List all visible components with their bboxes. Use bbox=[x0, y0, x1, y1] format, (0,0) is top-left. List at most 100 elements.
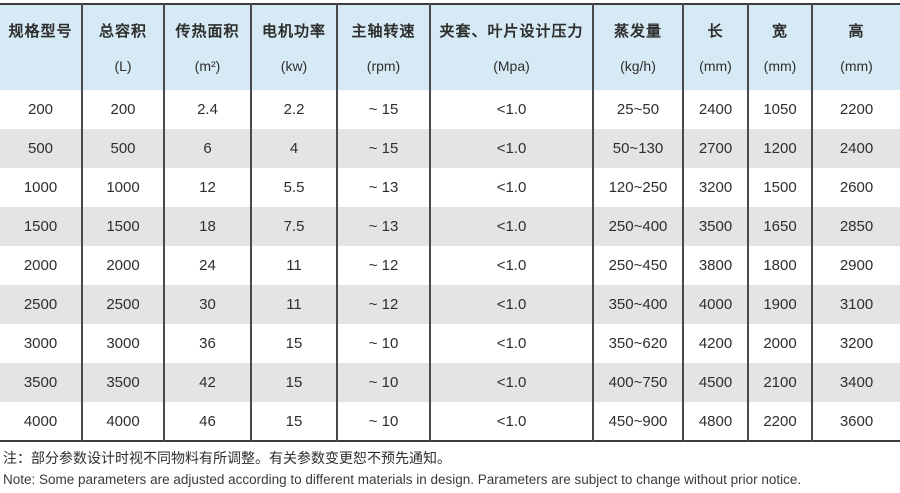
table-cell: 30 bbox=[163, 285, 251, 324]
table-row: 500 500 6 4 ~ 15 <1.0 50~130 2700 1200 2400 bbox=[0, 129, 900, 168]
table-cell: 3200 bbox=[811, 324, 900, 363]
table-cell: <1.0 bbox=[429, 168, 593, 207]
table-row: 4000 4000 46 15 ~ 10 <1.0 450~900 4800 2200 3600 bbox=[0, 402, 900, 441]
table-cell: 1800 bbox=[747, 246, 812, 285]
table-cell: 3000 bbox=[81, 324, 164, 363]
note-chinese: 注：部分参数设计时视不同物料有所调整。有关参数变更恕不预先通知。 bbox=[3, 450, 451, 466]
table-cell: 2850 bbox=[811, 207, 900, 246]
table-cell: 450~900 bbox=[592, 402, 683, 441]
table-cell: ~ 13 bbox=[336, 168, 430, 207]
table-cell: 2400 bbox=[811, 129, 900, 168]
table-cell: 1000 bbox=[81, 168, 164, 207]
table-cell: 3000 bbox=[23, 335, 58, 352]
table-row: 1000 1000 12 5.5 ~ 13 <1.0 120~250 3200 1500 2600 bbox=[0, 168, 900, 207]
column-unit: (mm) bbox=[699, 58, 732, 74]
column-header-design-pressure: 夹套、叶片设计压力 (Mpa) bbox=[429, 4, 593, 90]
table-cell: 3600 bbox=[811, 402, 900, 441]
table-cell: <1.0 bbox=[429, 285, 593, 324]
column-unit: (mm) bbox=[840, 58, 873, 74]
column-title: 传热面积 bbox=[175, 23, 240, 40]
table-body: 200 200 2.4 2.2 ~ 15 <1.0 25~50 2400 1050 2200 500… bbox=[0, 90, 900, 441]
table-cell: 4 bbox=[250, 129, 337, 168]
table-cell: 42 bbox=[163, 363, 251, 402]
table-cell: 50~130 bbox=[592, 129, 683, 168]
table-cell: 1650 bbox=[747, 207, 812, 246]
table-cell: 200 bbox=[27, 101, 54, 118]
table-cell: 2100 bbox=[747, 363, 812, 402]
column-unit: (Mpa) bbox=[493, 58, 530, 74]
table-cell: ~ 15 bbox=[336, 129, 430, 168]
table-cell: 1050 bbox=[747, 90, 812, 129]
column-unit: (kw) bbox=[280, 58, 308, 74]
table-cell: 12 bbox=[163, 168, 251, 207]
column-header-model: 规格型号 bbox=[0, 4, 82, 90]
column-header-motor-power: 电机功率 (kw) bbox=[250, 4, 337, 90]
table-cell: 3500 bbox=[682, 207, 748, 246]
column-unit: (rpm) bbox=[366, 58, 401, 74]
column-title: 电机功率 bbox=[261, 23, 326, 40]
table-row: 1500 1500 18 7.5 ~ 13 <1.0 250~400 3500 1650 2850 bbox=[0, 207, 900, 246]
table-cell: 500 bbox=[81, 129, 164, 168]
column-header-spindle-speed: 主轴转速 (rpm) bbox=[336, 4, 430, 90]
column-title: 宽 bbox=[771, 23, 788, 40]
table-cell: 5.5 bbox=[250, 168, 337, 207]
column-header-total-volume: 总容积 (L) bbox=[81, 4, 164, 90]
table-cell: 2500 bbox=[81, 285, 164, 324]
table-cell: 3800 bbox=[682, 246, 748, 285]
table-row: 200 200 2.4 2.2 ~ 15 <1.0 25~50 2400 1050 2200 bbox=[0, 90, 900, 129]
spec-table: 规格型号 总容积 (L) 传热面积 (m²) 电机功率 (kw) 主轴转速 bbox=[0, 3, 900, 442]
table-cell: 350~400 bbox=[592, 285, 683, 324]
table-cell: 2900 bbox=[811, 246, 900, 285]
header-row: 规格型号 总容积 (L) 传热面积 (m²) 电机功率 (kw) 主轴转速 bbox=[0, 4, 900, 90]
column-title: 总容积 bbox=[98, 23, 147, 40]
table-cell: 2000 bbox=[747, 324, 812, 363]
table-cell: 2.4 bbox=[163, 90, 251, 129]
column-header-length: 长 (mm) bbox=[682, 4, 748, 90]
table-cell: 6 bbox=[163, 129, 251, 168]
table-cell: 15 bbox=[250, 363, 337, 402]
column-header-height: 高 (mm) bbox=[811, 4, 900, 90]
column-title: 主轴转速 bbox=[351, 23, 416, 40]
table-cell: ~ 10 bbox=[336, 324, 430, 363]
table-cell: 2000 bbox=[23, 257, 58, 274]
table-cell: 2500 bbox=[23, 296, 58, 313]
table-row: 2500 2500 30 11 ~ 12 <1.0 350~400 4000 1900 3100 bbox=[0, 285, 900, 324]
table-cell: 4500 bbox=[682, 363, 748, 402]
table-cell: 11 bbox=[250, 285, 337, 324]
table-cell: ~ 10 bbox=[336, 363, 430, 402]
table-cell: 3200 bbox=[682, 168, 748, 207]
table-cell: 3100 bbox=[811, 285, 900, 324]
column-title: 夹套、叶片设计压力 bbox=[439, 23, 584, 40]
table-cell: 250~450 bbox=[592, 246, 683, 285]
column-unit: (mm) bbox=[763, 58, 797, 74]
table-row: 3000 3000 36 15 ~ 10 <1.0 350~620 4200 2000 3200 bbox=[0, 324, 900, 363]
table-cell: 15 bbox=[250, 402, 337, 441]
table-cell: 1200 bbox=[747, 129, 812, 168]
table-cell: 500 bbox=[27, 140, 54, 157]
table-cell: 1000 bbox=[23, 179, 58, 196]
footnotes: 注：部分参数设计时视不同物料有所调整。有关参数变更恕不预先通知。 Note: S… bbox=[0, 442, 900, 487]
table-cell: 200 bbox=[81, 90, 164, 129]
table-cell: 1500 bbox=[81, 207, 164, 246]
note-english: Note: Some parameters are adjusted accor… bbox=[3, 472, 802, 487]
table-cell: 3400 bbox=[811, 363, 900, 402]
table-cell: <1.0 bbox=[429, 363, 593, 402]
table-cell: ~ 12 bbox=[336, 246, 430, 285]
table-cell: 400~750 bbox=[592, 363, 683, 402]
table-cell: ~ 10 bbox=[336, 402, 430, 441]
table-cell: 250~400 bbox=[592, 207, 683, 246]
table-cell: 2600 bbox=[811, 168, 900, 207]
table-cell: 2400 bbox=[682, 90, 748, 129]
column-title: 规格型号 bbox=[8, 23, 73, 40]
table-cell: 4800 bbox=[682, 402, 748, 441]
table-cell: 46 bbox=[163, 402, 251, 441]
table-cell: 4000 bbox=[81, 402, 164, 441]
table-cell: 1500 bbox=[23, 218, 58, 235]
column-header-width: 宽 (mm) bbox=[747, 4, 812, 90]
table-cell: <1.0 bbox=[429, 246, 593, 285]
table-cell: 2000 bbox=[81, 246, 164, 285]
table-cell: ~ 13 bbox=[336, 207, 430, 246]
table-cell: 3500 bbox=[81, 363, 164, 402]
table-cell: <1.0 bbox=[429, 402, 593, 441]
